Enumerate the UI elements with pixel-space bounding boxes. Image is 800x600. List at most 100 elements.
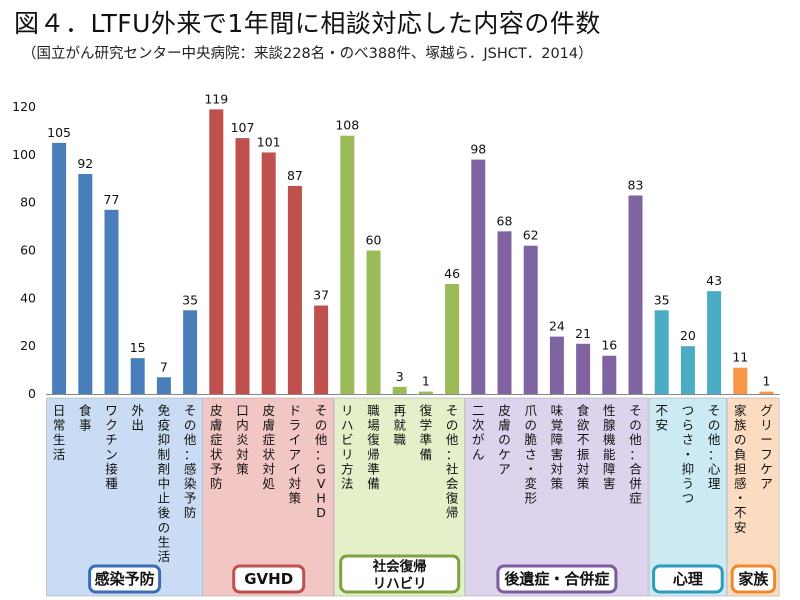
bar <box>759 391 774 394</box>
category-label: 皮膚症状対処 <box>262 403 275 491</box>
group-badge: 後遺症・合併症 <box>496 564 618 594</box>
bar <box>130 358 145 394</box>
value-label: 46 <box>444 266 460 281</box>
category-label: 家族の負担感・不安 <box>734 403 747 535</box>
group-badge-label: 後遺症・合併症 <box>503 570 609 588</box>
group-badge-box <box>232 564 306 594</box>
value-label: 60 <box>366 233 382 248</box>
category-label: リハビリ方法 <box>341 403 354 491</box>
value-label: 7 <box>160 359 168 374</box>
bar <box>261 152 276 394</box>
value-label: 35 <box>182 292 198 307</box>
category-label: 職場復帰準備 <box>367 403 380 491</box>
bar <box>576 343 591 394</box>
chart-title: 図４．LTFU外来で1年間に相談対応した内容の件数 <box>14 9 601 38</box>
value-label: 83 <box>628 177 644 192</box>
category-label: 皮膚のケア <box>498 403 511 476</box>
bar <box>733 367 748 394</box>
value-label: 98 <box>470 142 486 157</box>
category-label: その他：感染予防 <box>184 403 197 520</box>
value-label: 68 <box>497 213 513 228</box>
value-label: 43 <box>706 273 722 288</box>
bar <box>392 386 407 394</box>
value-label: 37 <box>313 288 329 303</box>
group-badge: 感染予防 <box>88 564 162 594</box>
y-tick-label: 120 <box>12 99 36 114</box>
bar <box>287 185 302 394</box>
bar <box>235 138 250 394</box>
group-badge-label: GVHD <box>244 570 293 588</box>
group-badge-box <box>730 564 777 594</box>
value-label: 107 <box>231 120 255 135</box>
category-label: 爪の脆さ・変形 <box>524 403 537 506</box>
group-panel <box>46 397 203 597</box>
value-label: 11 <box>732 350 748 365</box>
category-label: その他： G V H D <box>315 403 328 520</box>
group-badge-label: 社会復帰 <box>372 558 427 575</box>
value-label: 92 <box>77 156 93 171</box>
y-tick-label: 20 <box>20 338 36 353</box>
group-badge: GVHD <box>232 564 306 594</box>
value-label: 108 <box>335 118 359 133</box>
bar <box>654 310 669 394</box>
category-label: 再就職 <box>393 403 406 447</box>
bar <box>471 159 486 394</box>
chart-subtitle: （国立がん研究センター中央病院：来談228名・のべ388件、塚越ら．JSHCT．… <box>22 46 593 62</box>
value-label: 24 <box>549 319 565 334</box>
value-label: 62 <box>523 228 539 243</box>
value-label: 87 <box>287 168 303 183</box>
category-label: ドライアイ対策 <box>289 403 302 506</box>
category-label: 二次がん <box>472 403 485 462</box>
bar <box>445 283 460 394</box>
y-tick-label: 100 <box>12 147 36 162</box>
y-tick-label: 0 <box>28 386 36 401</box>
group-panel <box>203 397 334 597</box>
category-label: その他：社会復帰 <box>446 403 459 520</box>
category-label: 口内炎対策 <box>236 403 249 476</box>
category-label: 食事 <box>79 403 92 433</box>
value-label: 105 <box>47 125 71 140</box>
value-label: 119 <box>204 91 228 106</box>
group-badge-label: 感染予防 <box>95 570 155 588</box>
category-label: 皮膚症状予防 <box>210 403 223 491</box>
group-badge-box <box>652 564 724 594</box>
group-badge: 心理 <box>652 564 724 594</box>
category-label: 日常生活 <box>53 403 66 462</box>
value-label: 16 <box>601 338 617 353</box>
bar <box>314 305 329 394</box>
value-label: 21 <box>575 326 591 341</box>
group-badge-box <box>339 554 461 594</box>
y-tick-label: 40 <box>20 290 36 305</box>
bar <box>707 291 722 394</box>
category-label: 復学準備 <box>420 403 433 462</box>
value-label: 20 <box>680 328 696 343</box>
category-label: グリーフケア <box>760 403 773 491</box>
category-label: ワクチン接種 <box>105 403 118 491</box>
value-label: 77 <box>104 192 120 207</box>
bar <box>628 195 643 394</box>
group-badge-box <box>496 564 618 594</box>
bar <box>602 355 617 394</box>
category-label: 不安 <box>655 403 668 433</box>
bar <box>183 310 198 394</box>
group-badge-label: 心理 <box>673 570 703 588</box>
category-label: つらさ・抑うつ <box>682 403 695 506</box>
bar <box>104 209 119 394</box>
y-axis: 0 20 40 60 80 100 120 <box>12 99 36 401</box>
bar <box>52 142 67 394</box>
group-panel <box>727 397 780 597</box>
bar <box>340 135 355 394</box>
category-label: その他：心理 <box>708 403 721 491</box>
category-label: 免疫抑制剤中止後の生活 <box>158 403 171 564</box>
y-tick-label: 60 <box>20 243 36 258</box>
category-label: 食欲不振対策 <box>577 403 590 491</box>
category-label: その他：合併症 <box>629 403 642 506</box>
group-badge-label: リハビリ <box>373 576 427 592</box>
bar <box>366 250 381 394</box>
group-panel <box>648 397 727 597</box>
value-label: 3 <box>396 369 404 384</box>
group-badge-box <box>88 564 162 594</box>
